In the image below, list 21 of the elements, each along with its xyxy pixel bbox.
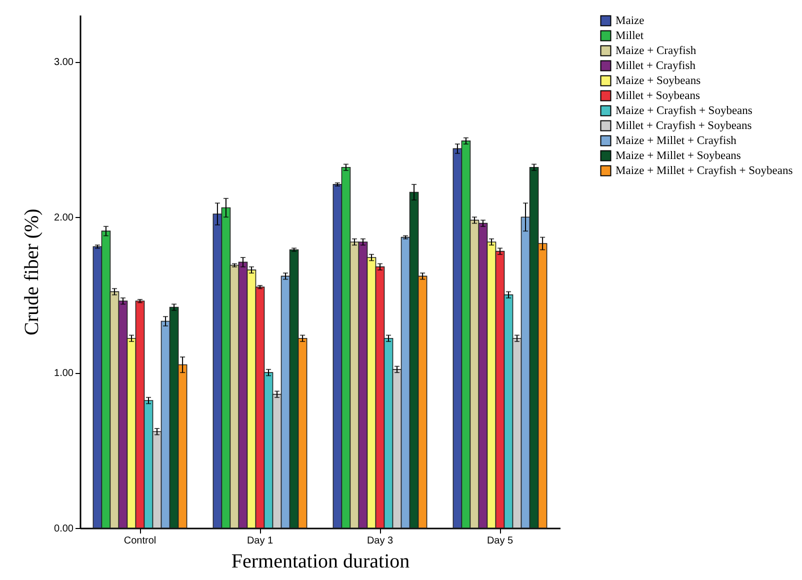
legend-label: Maize + Crayfish + Soybeans	[616, 104, 753, 117]
legend-label: Millet + Soybeans	[616, 90, 700, 102]
y-axis-title: Crude fiber (%)	[21, 208, 44, 336]
legend-label: Maize + Millet + Crayfish	[616, 134, 737, 147]
y-tick-label: 0.00	[54, 524, 74, 534]
x-tick-label: Day 5	[486, 536, 514, 546]
y-tick-label: 2.00	[54, 212, 74, 224]
x-tick-label: Day 1	[246, 536, 274, 546]
legend-label: Maize + Crayfish	[616, 44, 696, 57]
legend-label: Maize + Millet + Crayfish + Soybeans	[616, 164, 794, 177]
legend-label: Millet + Crayfish	[616, 60, 696, 72]
legend-label: Maize + Soybeans	[616, 74, 702, 87]
x-tick-label: Day 3	[366, 536, 394, 546]
x-axis-title: Fermentation duration	[231, 550, 410, 572]
y-tick-label: 1.00	[54, 368, 74, 380]
y-tick-label: 3.00	[54, 57, 74, 68]
x-tick-label: Control	[124, 536, 156, 546]
legend-label: Millet	[616, 30, 644, 42]
legend-label: Maize	[616, 14, 644, 27]
legend-label: Maize + Millet + Soybeans	[616, 150, 742, 162]
legend-label: Millet + Crayfish + Soybeans	[616, 120, 752, 132]
